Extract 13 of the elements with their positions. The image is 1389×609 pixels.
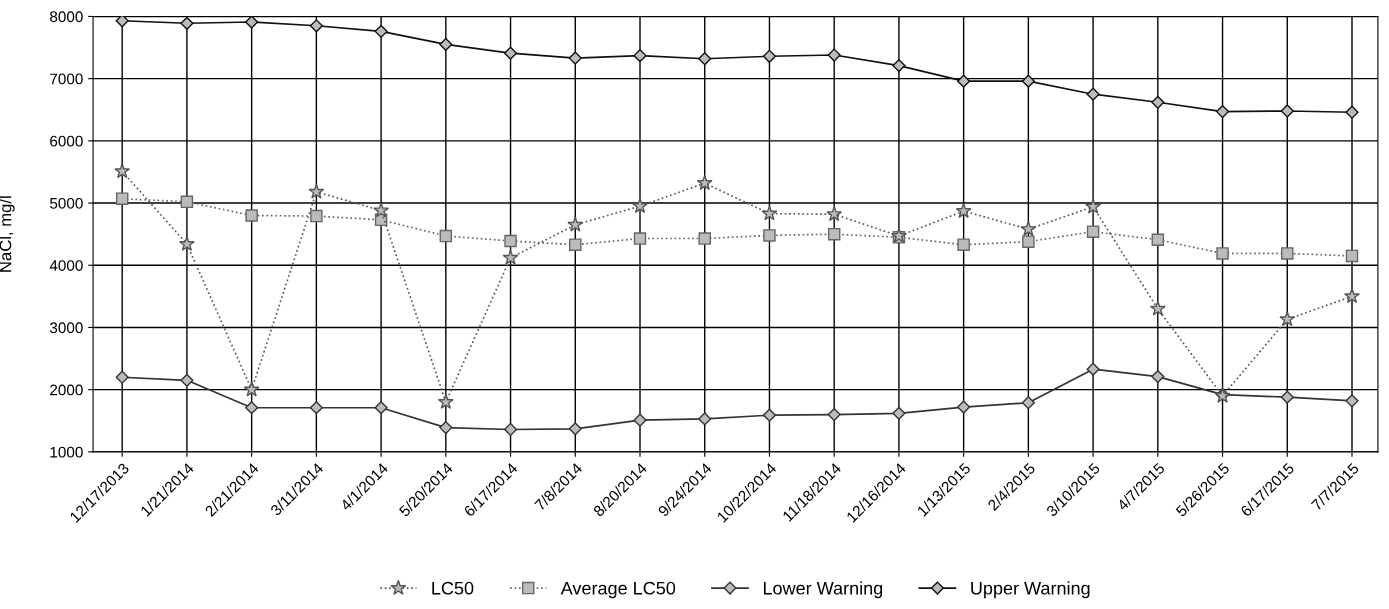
y-tick-label: 1000 [50, 446, 83, 458]
y-tick-label: 2000 [50, 384, 83, 396]
y-tick-label: 4000 [49, 260, 83, 271]
y-tick-label: 3000 [49, 322, 83, 334]
legend-label: Lower Warning [763, 581, 883, 599]
legend-label: LC50 [432, 581, 474, 595]
y-tick-label: 7000 [50, 73, 83, 85]
y-axis-title: NaCl, mg/l [0, 196, 15, 272]
y-tick-label: 5000 [49, 197, 83, 209]
y-tick-label: 6000 [50, 135, 83, 147]
legend-label: Average LC50 [560, 581, 676, 599]
legend-label: Upper Warning [971, 581, 1090, 599]
y-tick-label: 8000 [50, 11, 83, 23]
